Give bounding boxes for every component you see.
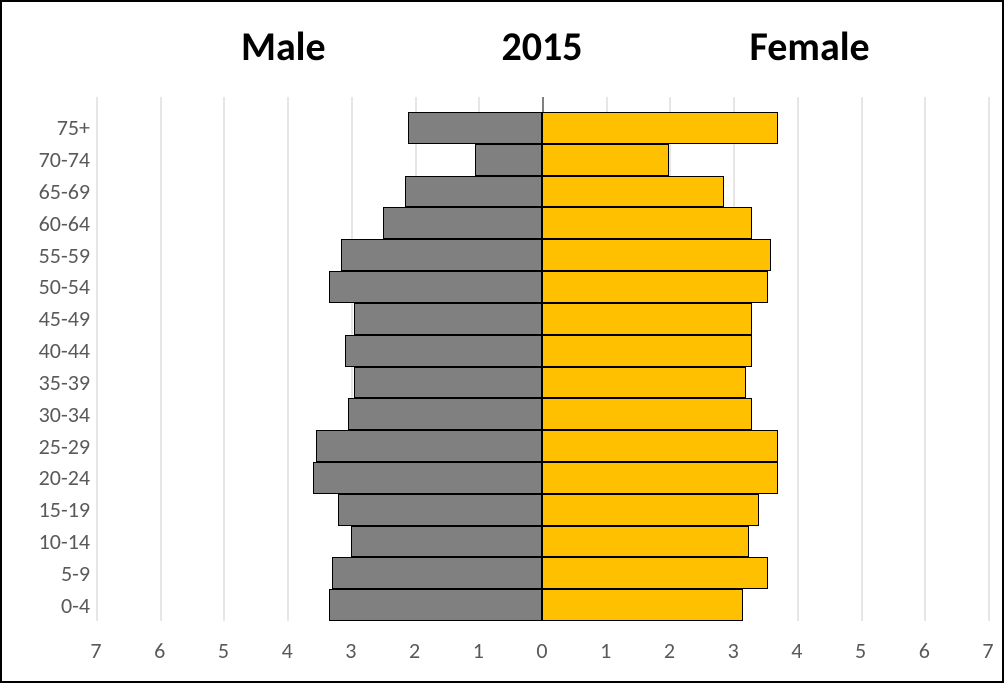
age-label: 0-4 bbox=[16, 589, 96, 621]
age-label: 45-49 bbox=[16, 303, 96, 335]
x-tick-label: 1 bbox=[600, 637, 611, 664]
pyramid-row: 45-49 bbox=[16, 303, 988, 335]
male-bar bbox=[348, 398, 542, 430]
female-bar bbox=[542, 303, 752, 335]
female-bar bbox=[542, 207, 752, 239]
male-bar bbox=[341, 239, 542, 271]
female-bar bbox=[542, 462, 778, 494]
x-tick-label: 5 bbox=[218, 637, 229, 664]
x-tick-label: 2 bbox=[664, 637, 675, 664]
age-label: 65-69 bbox=[16, 176, 96, 208]
age-label: 10-14 bbox=[16, 526, 96, 558]
pyramid-row: 55-59 bbox=[16, 239, 988, 271]
female-bar bbox=[542, 398, 752, 430]
pyramid-row: 50-54 bbox=[16, 271, 988, 303]
female-bar bbox=[542, 176, 724, 208]
female-bar bbox=[542, 367, 746, 399]
male-bar bbox=[338, 494, 542, 526]
x-tick-label: 7 bbox=[90, 637, 101, 664]
pyramid-row: 5-9 bbox=[16, 557, 988, 589]
age-label: 20-24 bbox=[16, 462, 96, 494]
age-label: 55-59 bbox=[16, 239, 96, 271]
gridline bbox=[988, 97, 990, 621]
x-tick-label: 6 bbox=[919, 637, 930, 664]
male-bar bbox=[383, 207, 542, 239]
age-label: 25-29 bbox=[16, 430, 96, 462]
male-bar bbox=[316, 430, 542, 462]
female-bar bbox=[542, 271, 768, 303]
pyramid-row: 10-14 bbox=[16, 526, 988, 558]
male-bar bbox=[405, 176, 542, 208]
x-tick-label: 6 bbox=[154, 637, 165, 664]
age-label: 70-74 bbox=[16, 144, 96, 176]
pyramid-row: 40-44 bbox=[16, 335, 988, 367]
pyramid-row: 25-29 bbox=[16, 430, 988, 462]
chart-frame: Male 2015 Female 75+70-7465-6960-6455-59… bbox=[0, 0, 1004, 683]
male-bar bbox=[329, 589, 542, 621]
age-label: 40-44 bbox=[16, 335, 96, 367]
pyramid-row: 60-64 bbox=[16, 207, 988, 239]
pyramid-row: 35-39 bbox=[16, 367, 988, 399]
x-axis: 765432101234567 bbox=[16, 629, 988, 669]
title-female: Female bbox=[750, 22, 870, 71]
pyramid-row: 65-69 bbox=[16, 176, 988, 208]
x-tick-label: 4 bbox=[282, 637, 293, 664]
x-tick-label: 0 bbox=[536, 637, 547, 664]
female-bar bbox=[542, 526, 749, 558]
pyramid-row: 75+ bbox=[16, 112, 988, 144]
male-bar bbox=[329, 271, 542, 303]
title-row: Male 2015 Female bbox=[16, 12, 988, 82]
male-bar bbox=[332, 557, 542, 589]
female-bar bbox=[542, 335, 752, 367]
x-tick-label: 1 bbox=[473, 637, 484, 664]
x-tick-label: 5 bbox=[855, 637, 866, 664]
age-label: 75+ bbox=[16, 112, 96, 144]
age-label: 50-54 bbox=[16, 271, 96, 303]
x-tick-label: 3 bbox=[728, 637, 739, 664]
male-bar bbox=[354, 303, 542, 335]
female-bar bbox=[542, 430, 778, 462]
pyramid-row: 15-19 bbox=[16, 494, 988, 526]
x-tick-label: 3 bbox=[345, 637, 356, 664]
x-tick-label: 7 bbox=[982, 637, 993, 664]
male-bar bbox=[408, 112, 542, 144]
x-tick-label: 4 bbox=[791, 637, 802, 664]
pyramid-row: 30-34 bbox=[16, 398, 988, 430]
female-bar bbox=[542, 589, 743, 621]
male-bar bbox=[475, 144, 542, 176]
age-label: 30-34 bbox=[16, 398, 96, 430]
pyramid-row: 70-74 bbox=[16, 144, 988, 176]
bars-container: 75+70-7465-6960-6455-5950-5445-4940-4435… bbox=[16, 112, 988, 621]
pyramid-row: 20-24 bbox=[16, 462, 988, 494]
female-bar bbox=[542, 239, 771, 271]
title-year: 2015 bbox=[501, 22, 582, 71]
age-label: 15-19 bbox=[16, 494, 96, 526]
age-label: 5-9 bbox=[16, 557, 96, 589]
female-bar bbox=[542, 112, 778, 144]
age-label: 35-39 bbox=[16, 367, 96, 399]
pyramid-row: 0-4 bbox=[16, 589, 988, 621]
plot-area: 75+70-7465-6960-6455-5950-5445-4940-4435… bbox=[16, 97, 988, 621]
x-tick-label: 2 bbox=[409, 637, 420, 664]
title-male: Male bbox=[241, 22, 326, 71]
female-bar bbox=[542, 144, 669, 176]
female-bar bbox=[542, 557, 768, 589]
male-bar bbox=[313, 462, 542, 494]
male-bar bbox=[345, 335, 543, 367]
male-bar bbox=[351, 526, 542, 558]
male-bar bbox=[354, 367, 542, 399]
female-bar bbox=[542, 494, 759, 526]
age-label: 60-64 bbox=[16, 207, 96, 239]
